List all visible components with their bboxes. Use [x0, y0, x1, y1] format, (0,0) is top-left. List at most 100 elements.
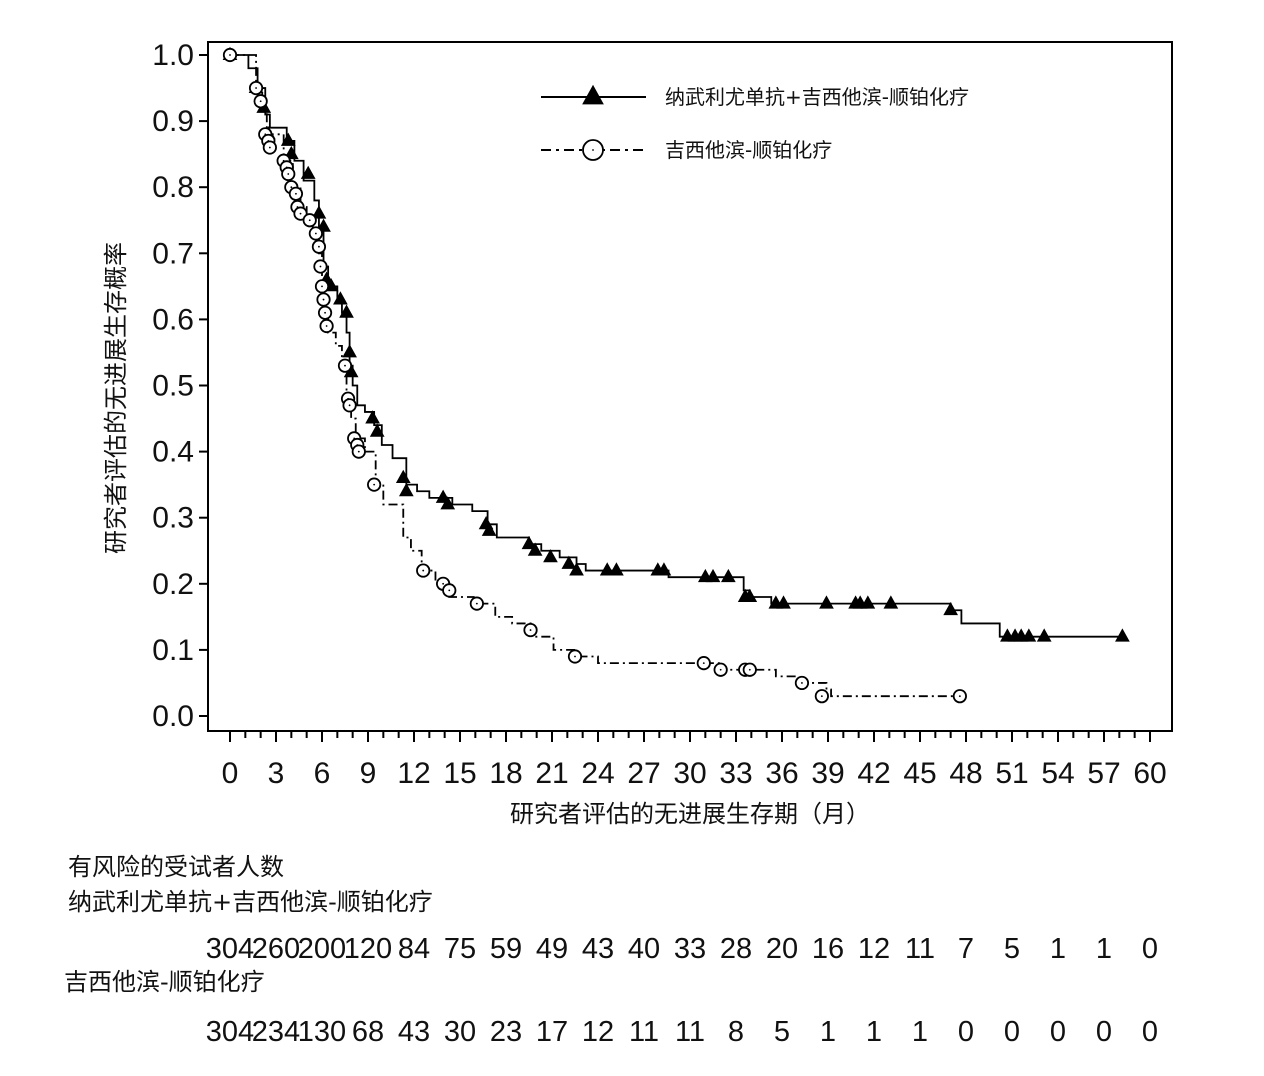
risk-count: 68 [352, 1016, 384, 1048]
y-tick-label: 1.0 [152, 39, 194, 72]
x-tick-label: 21 [535, 757, 568, 790]
x-tick-label: 39 [811, 757, 844, 790]
risk-count: 200 [298, 933, 346, 965]
censor-circle-dot [314, 232, 317, 235]
risk-table-title: 有风险的受试者人数 [68, 853, 284, 881]
censor-circle-dot [442, 582, 445, 585]
series-line [230, 54, 960, 698]
censor-circle-dot [325, 325, 328, 327]
y-tick-label: 0.0 [152, 700, 194, 733]
censor-circle-dot [308, 219, 311, 222]
risk-count: 28 [720, 933, 752, 965]
risk-count: 304 [206, 933, 254, 965]
risk-table: 有风险的受试者人数 纳武利尤单抗+吉西他滨-顺铂化疗 吉西他滨-顺铂化疗 304… [64, 853, 1158, 1048]
x-tick-label: 60 [1133, 757, 1166, 790]
censor-triangle [883, 595, 899, 609]
censor-circle-dot [324, 311, 326, 314]
risk-row-label-nivolumab: 纳武利尤单抗+吉西他滨-顺铂化疗 [68, 888, 433, 916]
x-tick-label: 30 [673, 757, 706, 790]
risk-count: 0 [1050, 1016, 1066, 1048]
censor-triangle [819, 595, 834, 609]
censor-triangle [395, 469, 411, 483]
censor-triangle [481, 522, 497, 536]
risk-count: 0 [1004, 1016, 1020, 1048]
legend-circle-dot [592, 149, 594, 151]
series-nivolumab [222, 46, 1130, 642]
censor-triangle [527, 542, 543, 556]
censor-circle-dot [702, 662, 705, 665]
censor-circle-dot [229, 54, 231, 56]
risk-count: 1 [912, 1016, 928, 1048]
censor-circle-dot [820, 695, 823, 698]
x-tick-label: 0 [222, 757, 239, 790]
x-tick-label: 24 [581, 757, 614, 790]
censor-triangle [561, 555, 577, 569]
legend-label: 吉西他滨-顺铂化疗 [665, 138, 832, 162]
censor-triangle [521, 535, 537, 550]
y-tick-label: 0.7 [152, 237, 194, 270]
x-tick-label: 42 [857, 757, 890, 790]
risk-count: 234 [252, 1016, 300, 1048]
censor-triangle [1115, 628, 1130, 642]
risk-count: 11 [905, 933, 935, 965]
legend-label: 纳武利尤单抗+吉西他滨-顺铂化疗 [665, 85, 969, 109]
censor-circle-dot [373, 483, 376, 486]
censor-circle-dot [318, 245, 320, 248]
x-tick-label: 18 [489, 757, 522, 790]
censor-triangle [705, 568, 721, 583]
censor-triangle [365, 410, 380, 424]
risk-count: 20 [766, 933, 798, 965]
censor-triangle [599, 562, 615, 576]
risk-count: 8 [728, 1016, 744, 1048]
risk-count: 0 [1142, 933, 1158, 965]
risk-count: 0 [1096, 1016, 1112, 1048]
y-axis-label: 研究者评估的无进展生存概率 [102, 242, 130, 554]
censor-triangle [720, 568, 736, 583]
risk-count: 1 [820, 1016, 836, 1048]
censor-triangle [311, 205, 327, 219]
risk-count: 260 [252, 933, 300, 965]
x-axis-label: 研究者评估的无进展生存期（月） [510, 800, 870, 828]
censor-triangle [776, 595, 791, 609]
censor-circle-dot [299, 212, 302, 215]
censor-triangle [300, 165, 316, 179]
legend-triangle [582, 84, 604, 105]
risk-count: 30 [444, 1016, 476, 1048]
risk-count: 11 [675, 1016, 705, 1048]
risk-count: 0 [1142, 1016, 1158, 1048]
censor-triangle [369, 423, 385, 437]
risk-count: 304 [206, 1016, 254, 1048]
x-tick-label: 27 [627, 757, 660, 790]
censor-circle-dot [268, 146, 271, 149]
x-axis: 0 3 6 9 12 15 18 21 24 27 30 33 36 39 42 45 48 51 54 57 60 [222, 731, 1167, 790]
censor-triangle [342, 344, 357, 358]
censor-circle-dot [319, 265, 322, 268]
censor-circle-dot [801, 682, 803, 684]
risk-count: 1 [866, 1016, 882, 1048]
risk-count: 5 [774, 1016, 790, 1048]
y-tick-label: 0.3 [152, 502, 194, 535]
risk-count: 1 [1096, 933, 1112, 965]
y-tick-label: 0.2 [152, 568, 194, 601]
risk-count: 17 [536, 1016, 568, 1048]
x-tick-label: 45 [903, 757, 936, 790]
censor-triangle [569, 562, 584, 576]
censor-circle-dot [322, 298, 325, 301]
censor-triangle [1021, 628, 1037, 642]
y-tick-label: 0.6 [152, 303, 194, 336]
risk-count: 7 [958, 933, 974, 965]
censor-circle-dot [748, 668, 751, 671]
risk-count: 130 [298, 1016, 346, 1048]
censor-triangle [280, 132, 296, 146]
censor-circle-dot [259, 100, 262, 103]
risk-row-label-chemo: 吉西他滨-顺铂化疗 [64, 968, 265, 996]
censor-triangle [1036, 628, 1052, 642]
y-axis: 0.0 0.1 0.2 0.3 0.4 0.5 0.6 0.7 0.8 0.9 1.0 [152, 39, 208, 733]
x-tick-label: 57 [1087, 757, 1120, 790]
censor-triangle [742, 588, 758, 602]
censor-triangle [333, 291, 348, 305]
censor-circle-dot [719, 668, 722, 671]
risk-count: 43 [582, 933, 614, 965]
risk-count: 33 [674, 933, 706, 965]
